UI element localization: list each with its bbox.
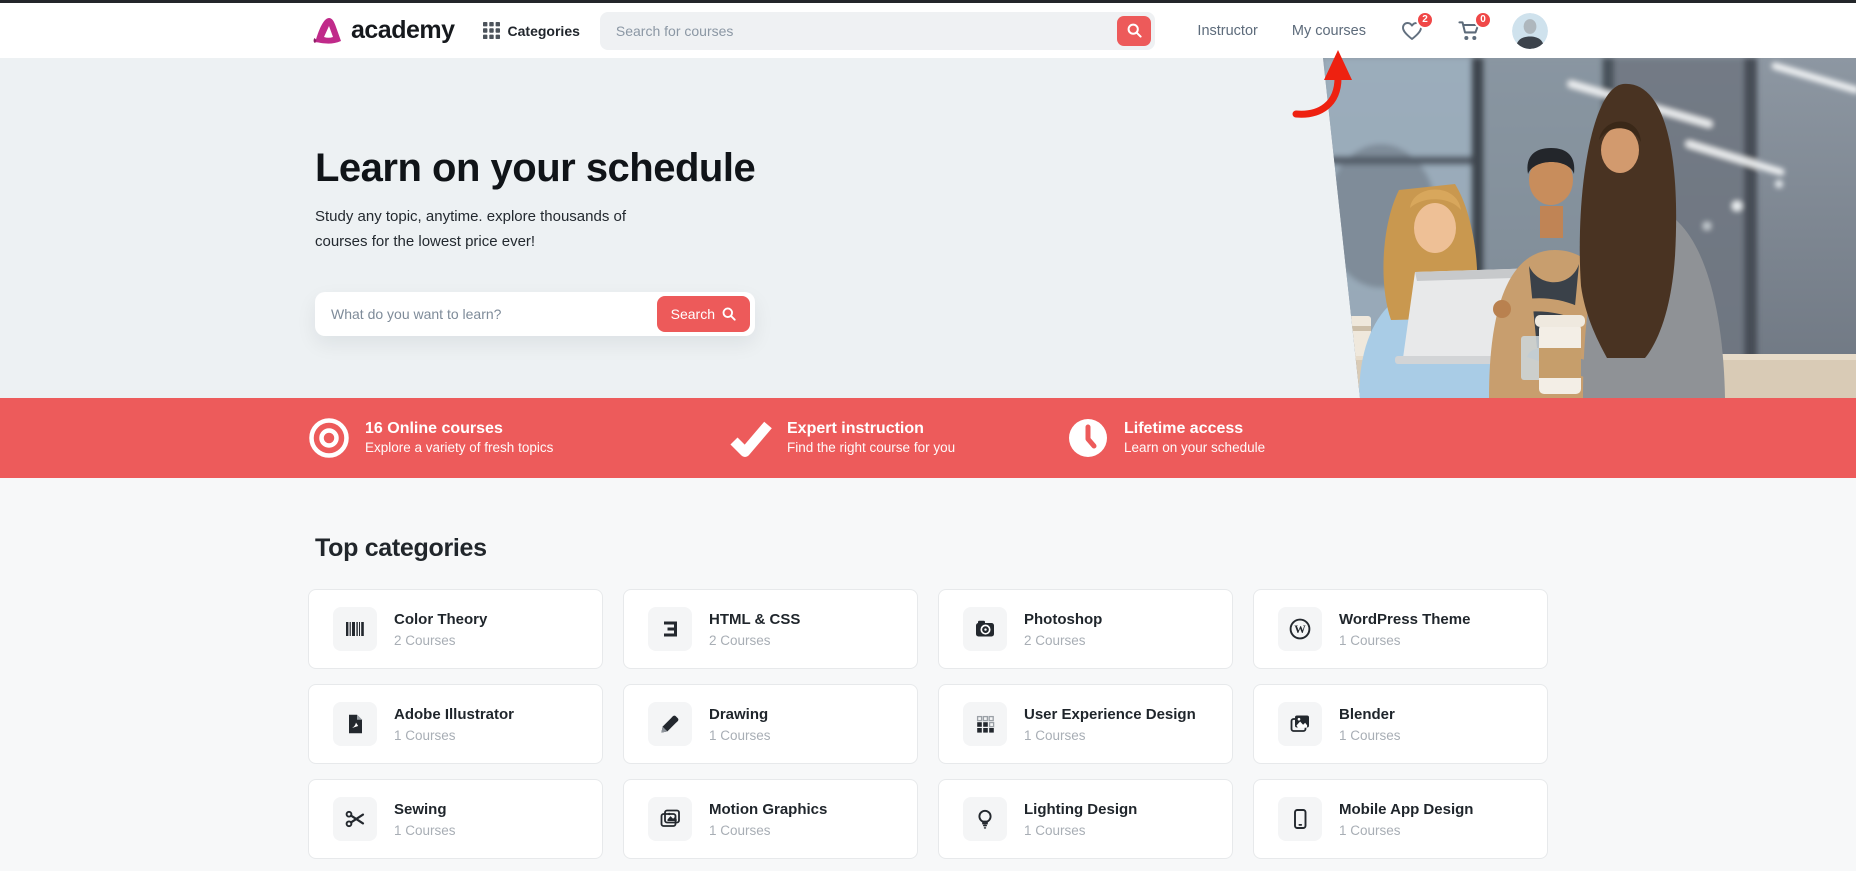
hero-subtitle: Study any topic, anytime. explore thousa…: [315, 208, 627, 250]
cart-button[interactable]: 0: [1458, 10, 1492, 43]
category-name: Adobe Illustrator: [394, 706, 515, 723]
category-card[interactable]: Color Theory 2 Courses: [308, 589, 603, 669]
feature-subtitle: Find the right course for you: [787, 440, 956, 455]
category-name: Mobile App Design: [1339, 801, 1474, 818]
category-course-count: 1 Courses: [709, 728, 771, 743]
feature-subtitle: Learn on your schedule: [1124, 440, 1266, 455]
category-course-count: 2 Courses: [1024, 633, 1086, 648]
category-course-count: 1 Courses: [1024, 728, 1086, 743]
category-card[interactable]: W WordPress Theme 1 Courses: [1253, 589, 1548, 669]
pencil-icon: [648, 702, 692, 746]
category-name: Drawing: [709, 706, 769, 723]
grid-menu-icon: [482, 22, 500, 39]
category-card[interactable]: Blender 1 Courses: [1253, 684, 1548, 764]
category-name: HTML & CSS: [709, 611, 801, 628]
nav-instructor-link[interactable]: Instructor: [1197, 22, 1258, 39]
category-card[interactable]: HTML & CSS 2 Courses: [623, 589, 918, 669]
category-course-count: 1 Courses: [709, 823, 771, 838]
nav-my-courses-link[interactable]: My courses: [1291, 22, 1366, 39]
category-course-count: 1 Courses: [394, 823, 456, 838]
brand-logo[interactable]: academy: [312, 16, 455, 46]
feature-expert-instruction: Expert instruction Find the right course…: [730, 398, 955, 478]
search-icon: [722, 307, 736, 321]
category-card[interactable]: User Experience Design 1 Courses: [938, 684, 1233, 764]
cart-count-badge: 0: [1474, 10, 1492, 29]
hero-title: Learn on your schedule: [315, 146, 756, 190]
category-course-count: 1 Courses: [394, 728, 456, 743]
category-card[interactable]: Sewing 1 Courses: [308, 779, 603, 859]
top-categories-section: Top categories Color Theory 2 Courses HTML…: [0, 478, 1856, 859]
category-name: Sewing: [394, 801, 447, 818]
hero-search-input[interactable]: [315, 306, 657, 322]
search-icon: [1127, 23, 1142, 38]
category-course-count: 1 Courses: [1339, 728, 1401, 743]
css3-icon: [648, 607, 692, 651]
header-search-bar: [599, 11, 1156, 50]
wishlist-button[interactable]: 2: [1400, 10, 1434, 43]
clock-icon: [1067, 417, 1109, 459]
hero-search-bar: Search: [315, 292, 755, 336]
file-icon: [333, 702, 377, 746]
feature-lifetime-access: Lifetime access Learn on your schedule: [1067, 398, 1265, 478]
category-course-count: 1 Courses: [1024, 823, 1086, 838]
window-top-strip: [0, 0, 1856, 3]
bullseye-icon: [308, 417, 350, 459]
category-name: Lighting Design: [1024, 801, 1138, 818]
category-card[interactable]: Motion Graphics 1 Courses: [623, 779, 918, 859]
check-icon: [730, 418, 772, 458]
motion-icon: [648, 797, 692, 841]
categories-button[interactable]: Categories: [482, 22, 580, 39]
feature-subtitle: Explore a variety of fresh topics: [365, 440, 554, 455]
user-avatar[interactable]: [1512, 12, 1548, 49]
feature-title: Lifetime access: [1124, 420, 1244, 437]
images-icon: [1278, 702, 1322, 746]
categories-label: Categories: [507, 22, 580, 39]
category-course-count: 1 Courses: [1339, 633, 1401, 648]
category-name: Color Theory: [394, 611, 488, 628]
camera-icon: [963, 607, 1007, 651]
hero-search-button-label: Search: [670, 306, 715, 322]
scissors-icon: [333, 797, 377, 841]
category-name: Blender: [1339, 706, 1395, 723]
category-name: Photoshop: [1024, 611, 1103, 628]
category-card[interactable]: Photoshop 2 Courses: [938, 589, 1233, 669]
hero-section: Learn on your schedule Study any topic, …: [0, 58, 1856, 398]
brand-name: academy: [351, 16, 455, 44]
hero-search-button[interactable]: Search: [656, 296, 750, 332]
header-search-input[interactable]: [599, 22, 1118, 39]
category-name: User Experience Design: [1024, 706, 1196, 723]
category-card[interactable]: Lighting Design 1 Courses: [938, 779, 1233, 859]
category-card[interactable]: Mobile App Design 1 Courses: [1253, 779, 1548, 859]
barcode-icon: [333, 607, 377, 651]
feature-title: Expert instruction: [787, 420, 924, 437]
category-course-count: 2 Courses: [394, 633, 456, 648]
header: academy Categories: [0, 3, 1856, 58]
feature-title: 16 Online courses: [365, 420, 503, 437]
feature-online-courses: 16 Online courses Explore a variety of f…: [308, 398, 553, 478]
category-name: WordPress Theme: [1339, 611, 1471, 628]
category-course-count: 1 Courses: [1339, 823, 1401, 838]
svg-text:W: W: [1294, 624, 1306, 636]
category-grid: Color Theory 2 Courses HTML & CSS 2 Courses…: [308, 589, 1548, 859]
top-categories-title: Top categories: [315, 534, 487, 562]
header-search-button[interactable]: [1117, 15, 1152, 46]
category-course-count: 2 Courses: [709, 633, 771, 648]
category-card[interactable]: Adobe Illustrator 1 Courses: [308, 684, 603, 764]
category-card[interactable]: Drawing 1 Courses: [623, 684, 918, 764]
bulb-icon: [963, 797, 1007, 841]
feature-banner: 16 Online courses Explore a variety of f…: [0, 398, 1856, 478]
mobile-icon: [1278, 797, 1322, 841]
wishlist-count-badge: 2: [1416, 10, 1434, 29]
academy-logo-icon: [312, 16, 344, 46]
wordpress-icon: W: [1278, 607, 1322, 651]
grid-icon: [963, 702, 1007, 746]
category-name: Motion Graphics: [709, 801, 828, 818]
